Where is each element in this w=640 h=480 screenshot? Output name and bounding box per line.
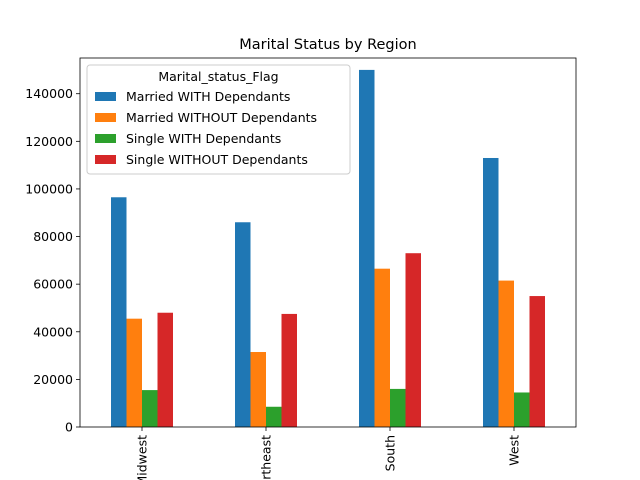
x-tick-label-south: South [383,435,398,471]
bar-midwest-series-1 [111,197,127,427]
bar-midwest-series-2 [126,318,142,427]
legend-label-series-1: Married WITH Dependants [126,89,290,104]
legend-label-series-2: Married WITHOUT Dependants [126,110,317,125]
legend-swatch-series-3 [95,134,116,143]
bar-northeast-series-4 [281,313,297,427]
bar-midwest-series-3 [142,390,158,427]
bar-west-series-2 [498,280,514,427]
legend-swatch-series-1 [95,92,116,101]
bar-south-series-1 [359,69,375,428]
bar-midwest-series-4 [157,312,173,427]
bar-west-series-4 [529,296,545,427]
y-tick-label: 80000 [33,229,73,244]
legend-swatch-series-2 [95,113,116,122]
y-tick-label: 60000 [33,277,73,292]
plot-frame [79,57,577,428]
axes-layer: 0 20000 40000 60000 80000 100000 120000 140000 M… [25,57,577,480]
chart-title: Marital Status by Region [239,37,416,53]
y-tick-label: 120000 [25,134,73,149]
y-tick-label: 0 [65,420,73,435]
x-tick-label-west: West [507,435,522,466]
bar-south-series-3 [390,388,406,427]
legend-label-series-3: Single WITH Dependants [126,131,281,146]
y-tick-label: 40000 [33,324,73,339]
x-tick-labels: Midwest Northeast South West [135,435,522,480]
bar-south-series-4 [405,253,421,427]
bar-south-series-2 [374,268,390,427]
bar-west-series-1 [483,157,499,428]
x-tick-label-midwest: Midwest [135,435,150,480]
legend-swatch-series-4 [95,155,116,164]
bar-northeast-series-1 [235,222,251,427]
y-tick-label: 140000 [25,86,73,101]
y-tick-label: 20000 [33,372,73,387]
x-tick-label-northeast: Northeast [259,435,274,480]
bar-west-series-3 [514,392,530,427]
bars-layer [111,69,545,428]
legend-title: Marital_status_Flag [158,69,278,84]
bar-northeast-series-3 [266,406,282,427]
bar-northeast-series-2 [250,352,266,427]
legend-label-series-4: Single WITHOUT Dependants [126,152,308,167]
y-tick-label: 100000 [25,181,73,196]
legend: Marital_status_Flag Married WITH Dependan… [86,64,351,175]
legend-box [86,64,351,175]
